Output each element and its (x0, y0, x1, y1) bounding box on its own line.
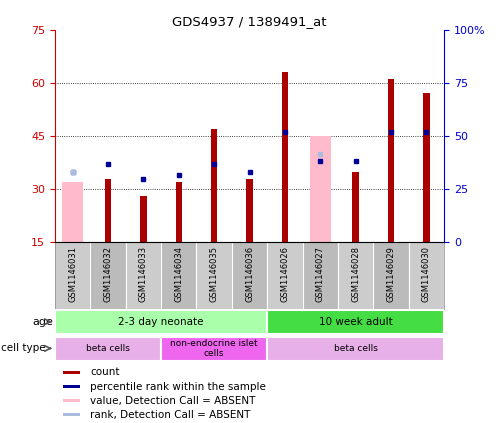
Title: GDS4937 / 1389491_at: GDS4937 / 1389491_at (172, 16, 327, 28)
Bar (63, 413, 80, 416)
Text: GSM1146033: GSM1146033 (139, 246, 148, 302)
Bar (388, 79, 394, 242)
Text: GSM1146029: GSM1146029 (387, 246, 396, 302)
Bar (310, 136, 331, 242)
Bar (62, 182, 83, 242)
Bar (211, 129, 217, 242)
Bar (352, 171, 359, 242)
Text: GSM1146030: GSM1146030 (422, 246, 431, 302)
Text: beta cells: beta cells (86, 344, 130, 353)
Bar (409, 242, 444, 309)
Text: GSM1146034: GSM1146034 (174, 246, 183, 302)
Text: GSM1146035: GSM1146035 (210, 246, 219, 302)
Bar (338, 242, 373, 309)
Text: beta cells: beta cells (334, 344, 378, 353)
Bar (63, 385, 80, 388)
Text: GSM1146026: GSM1146026 (280, 246, 289, 302)
Text: cell type: cell type (1, 343, 46, 353)
Bar (176, 182, 182, 242)
Bar (140, 196, 147, 242)
Bar (267, 337, 444, 361)
Bar (232, 242, 267, 309)
Text: 10 week adult: 10 week adult (319, 317, 393, 327)
Bar (373, 242, 409, 309)
Text: GSM1146028: GSM1146028 (351, 246, 360, 302)
Text: age: age (32, 317, 53, 327)
Bar (55, 310, 267, 334)
Bar (302, 242, 338, 309)
Bar (161, 337, 267, 361)
Bar (267, 242, 302, 309)
Bar (267, 310, 444, 334)
Text: GSM1146036: GSM1146036 (245, 246, 254, 302)
Text: non-endocrine islet
cells: non-endocrine islet cells (170, 339, 258, 358)
Bar (63, 399, 80, 402)
Text: value, Detection Call = ABSENT: value, Detection Call = ABSENT (90, 396, 255, 406)
Bar (161, 242, 197, 309)
Text: GSM1146027: GSM1146027 (316, 246, 325, 302)
Bar (247, 179, 252, 242)
Text: percentile rank within the sample: percentile rank within the sample (90, 382, 266, 392)
Bar (105, 179, 111, 242)
Bar (197, 242, 232, 309)
Bar (55, 337, 161, 361)
Bar (55, 242, 90, 309)
Text: GSM1146031: GSM1146031 (68, 246, 77, 302)
Bar (282, 72, 288, 242)
Bar (126, 242, 161, 309)
Text: GSM1146032: GSM1146032 (103, 246, 112, 302)
Bar (90, 242, 126, 309)
Text: 2-3 day neonate: 2-3 day neonate (118, 317, 204, 327)
Text: rank, Detection Call = ABSENT: rank, Detection Call = ABSENT (90, 410, 250, 420)
Bar (63, 371, 80, 374)
Text: count: count (90, 368, 119, 377)
Bar (423, 93, 430, 242)
